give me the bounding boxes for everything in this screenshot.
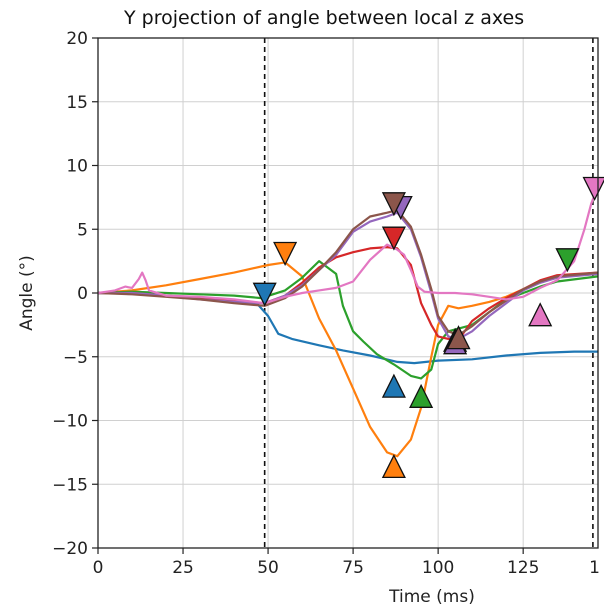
triangle-down-marker [582, 176, 604, 201]
triangle-up-marker [528, 302, 553, 327]
triangle-down-marker [273, 241, 298, 266]
event-markers [252, 176, 604, 479]
y-tick-label: −20 [52, 539, 88, 559]
x-tick-label: 1 [589, 558, 600, 578]
y-tick-label: −15 [52, 475, 88, 495]
triangle-up-marker [446, 325, 471, 350]
x-axis-ticks: 0 25 50 75 100 125 1 [93, 548, 600, 578]
x-axis-label: Time (ms) [388, 587, 475, 607]
y-axis-ticks: 20 15 10 5 0 −5 −10 −15 −20 [52, 29, 98, 559]
y-tick-label: 5 [77, 220, 88, 240]
x-tick-label: 25 [172, 558, 194, 578]
series-line [97, 185, 600, 305]
triangle-down-marker [381, 226, 406, 251]
y-tick-label: 10 [66, 157, 88, 177]
triangle-up-marker [381, 373, 406, 398]
x-tick-label: 75 [342, 558, 364, 578]
x-tick-label: 0 [93, 558, 104, 578]
triangle-up-marker [409, 383, 434, 408]
triangle-up-marker [381, 453, 406, 479]
y-axis-label: Angle (°) [17, 255, 37, 331]
y-tick-label: 0 [77, 284, 88, 304]
triangle-down-marker [252, 282, 277, 307]
x-tick-label: 100 [422, 558, 454, 578]
triangle-down-marker [555, 248, 580, 273]
y-tick-label: 15 [66, 93, 88, 113]
y-tick-label: 20 [66, 29, 88, 49]
y-tick-label: −5 [63, 348, 88, 368]
x-tick-label: 125 [507, 558, 539, 578]
chart-title: Y projection of angle between local z ax… [123, 7, 524, 29]
triangle-down-marker [381, 192, 406, 217]
y-tick-label: −10 [52, 412, 88, 432]
x-tick-label: 50 [257, 558, 279, 578]
